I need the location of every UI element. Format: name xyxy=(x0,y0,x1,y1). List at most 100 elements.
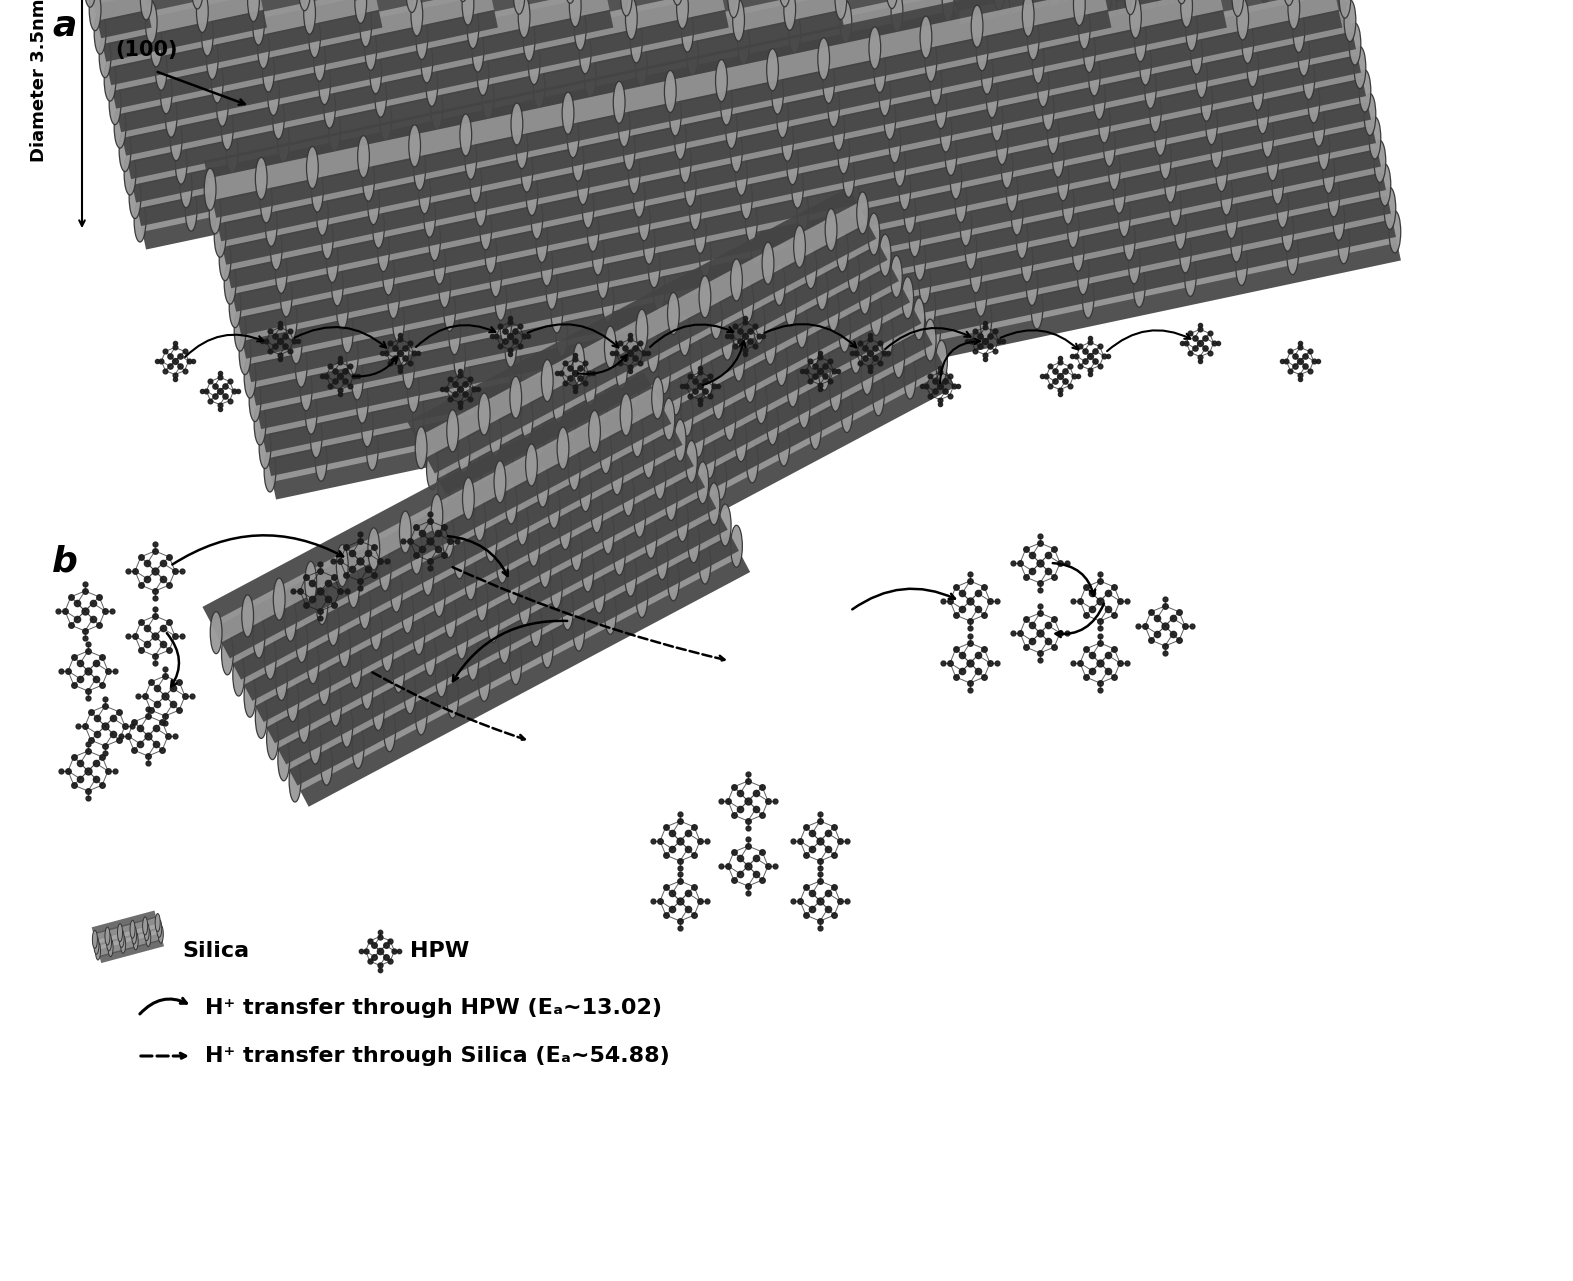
Ellipse shape xyxy=(807,237,818,278)
Ellipse shape xyxy=(118,924,123,942)
Ellipse shape xyxy=(1389,211,1400,252)
Ellipse shape xyxy=(546,268,558,310)
Ellipse shape xyxy=(310,722,321,763)
Ellipse shape xyxy=(557,542,569,583)
Ellipse shape xyxy=(324,86,335,128)
Ellipse shape xyxy=(838,310,851,352)
Ellipse shape xyxy=(384,710,395,752)
Ellipse shape xyxy=(1354,46,1365,88)
Ellipse shape xyxy=(412,395,425,436)
Ellipse shape xyxy=(772,72,783,114)
Ellipse shape xyxy=(1016,216,1027,259)
Ellipse shape xyxy=(267,73,280,115)
Ellipse shape xyxy=(514,537,525,579)
Ellipse shape xyxy=(244,356,256,398)
Ellipse shape xyxy=(489,255,502,297)
Ellipse shape xyxy=(893,336,904,378)
Ellipse shape xyxy=(367,428,378,470)
Ellipse shape xyxy=(115,106,126,149)
Ellipse shape xyxy=(670,94,681,136)
Ellipse shape xyxy=(217,85,228,127)
Ellipse shape xyxy=(532,197,543,240)
Ellipse shape xyxy=(429,219,440,261)
Ellipse shape xyxy=(211,611,222,653)
Ellipse shape xyxy=(296,620,308,662)
Ellipse shape xyxy=(439,265,450,307)
Ellipse shape xyxy=(105,927,110,945)
Ellipse shape xyxy=(477,579,488,621)
Ellipse shape xyxy=(720,83,733,126)
Ellipse shape xyxy=(143,917,148,935)
Ellipse shape xyxy=(316,193,329,236)
Ellipse shape xyxy=(779,424,790,466)
Ellipse shape xyxy=(1191,32,1202,74)
Ellipse shape xyxy=(382,254,395,295)
Ellipse shape xyxy=(525,445,538,485)
Ellipse shape xyxy=(623,474,634,516)
Ellipse shape xyxy=(327,241,338,282)
Ellipse shape xyxy=(904,357,915,398)
Ellipse shape xyxy=(456,617,467,658)
Ellipse shape xyxy=(338,625,351,667)
Ellipse shape xyxy=(857,192,868,234)
Ellipse shape xyxy=(624,555,637,597)
Ellipse shape xyxy=(620,393,632,436)
Ellipse shape xyxy=(746,200,757,242)
Ellipse shape xyxy=(639,199,650,241)
Ellipse shape xyxy=(1057,159,1070,201)
Ellipse shape xyxy=(786,365,799,407)
Ellipse shape xyxy=(258,27,269,69)
Ellipse shape xyxy=(1155,114,1166,155)
Ellipse shape xyxy=(458,432,470,473)
Ellipse shape xyxy=(786,142,799,184)
Ellipse shape xyxy=(90,0,101,31)
Ellipse shape xyxy=(1139,44,1151,85)
Ellipse shape xyxy=(436,655,447,697)
Ellipse shape xyxy=(134,200,146,242)
Ellipse shape xyxy=(338,156,351,199)
Ellipse shape xyxy=(264,450,275,492)
Ellipse shape xyxy=(934,87,947,128)
Ellipse shape xyxy=(1128,242,1140,284)
Ellipse shape xyxy=(535,500,546,541)
Ellipse shape xyxy=(511,102,522,145)
Ellipse shape xyxy=(816,268,827,310)
Ellipse shape xyxy=(775,343,788,386)
Ellipse shape xyxy=(889,120,901,163)
Ellipse shape xyxy=(1089,54,1100,96)
Ellipse shape xyxy=(593,571,606,614)
Ellipse shape xyxy=(711,297,722,339)
Ellipse shape xyxy=(730,131,742,172)
Ellipse shape xyxy=(862,250,875,291)
Ellipse shape xyxy=(565,0,576,4)
Ellipse shape xyxy=(378,229,390,272)
Ellipse shape xyxy=(661,432,673,474)
Ellipse shape xyxy=(170,119,182,160)
Ellipse shape xyxy=(1287,233,1298,274)
Ellipse shape xyxy=(436,111,448,154)
Ellipse shape xyxy=(681,10,694,53)
Ellipse shape xyxy=(417,418,429,460)
Ellipse shape xyxy=(849,47,862,90)
Ellipse shape xyxy=(165,95,178,137)
Ellipse shape xyxy=(857,225,870,268)
Ellipse shape xyxy=(587,210,599,251)
Ellipse shape xyxy=(573,140,584,181)
Ellipse shape xyxy=(321,216,333,259)
Ellipse shape xyxy=(530,605,541,647)
Ellipse shape xyxy=(639,389,650,432)
Ellipse shape xyxy=(341,706,352,747)
Ellipse shape xyxy=(379,550,392,591)
Ellipse shape xyxy=(901,277,914,319)
Ellipse shape xyxy=(1328,174,1340,216)
Ellipse shape xyxy=(620,0,632,15)
Ellipse shape xyxy=(777,96,788,137)
Ellipse shape xyxy=(753,301,764,343)
Ellipse shape xyxy=(728,0,739,18)
Ellipse shape xyxy=(1221,173,1232,215)
Ellipse shape xyxy=(1216,150,1227,192)
Ellipse shape xyxy=(986,76,997,118)
Ellipse shape xyxy=(1225,196,1238,238)
Ellipse shape xyxy=(492,124,503,167)
Ellipse shape xyxy=(1101,0,1112,12)
